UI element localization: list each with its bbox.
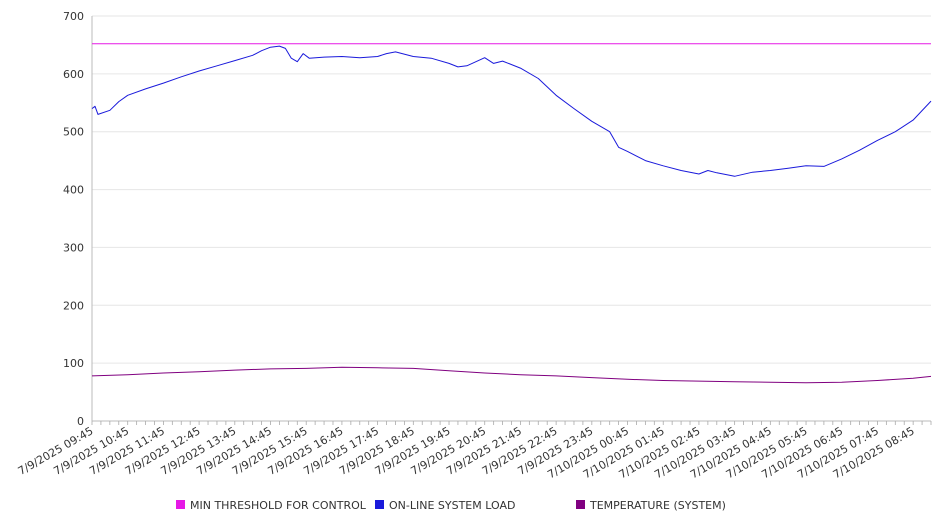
legend-label-0: MIN THRESHOLD FOR CONTROL bbox=[190, 499, 367, 512]
y-tick-label: 100 bbox=[63, 357, 84, 370]
legend-label-2: TEMPERATURE (SYSTEM) bbox=[589, 499, 726, 512]
y-tick-label: 0 bbox=[77, 415, 84, 428]
y-tick-label: 300 bbox=[63, 241, 84, 254]
legend-swatch-2 bbox=[576, 500, 585, 509]
series-line-1 bbox=[91, 45, 932, 177]
legend-swatch-1 bbox=[375, 500, 384, 509]
y-tick-label: 400 bbox=[63, 184, 84, 197]
y-tick-label: 600 bbox=[63, 68, 84, 81]
legend-label-1: ON-LINE SYSTEM LOAD bbox=[389, 499, 515, 512]
series-layer bbox=[91, 43, 932, 384]
legend-swatch-0 bbox=[176, 500, 185, 509]
y-tick-label: 200 bbox=[63, 299, 84, 312]
legend: MIN THRESHOLD FOR CONTROL ON-LINE SYSTEM … bbox=[176, 499, 726, 512]
y-tick-label: 500 bbox=[63, 126, 84, 139]
grid-layer bbox=[92, 15, 931, 364]
y-tick-label: 700 bbox=[63, 10, 84, 23]
series-line-2 bbox=[91, 366, 932, 384]
